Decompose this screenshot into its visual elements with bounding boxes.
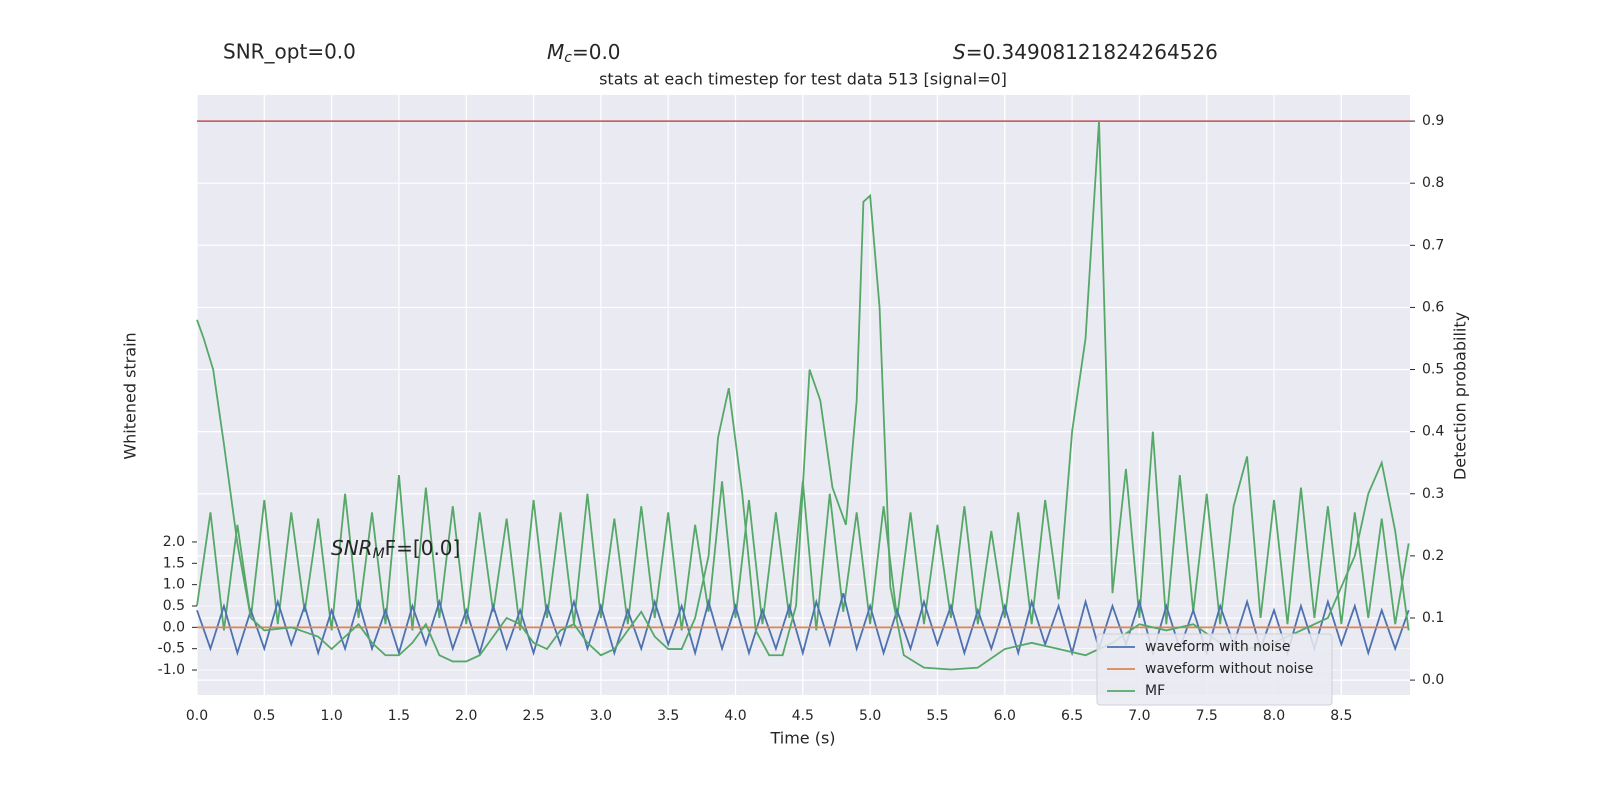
x-tick-label: 8.0 [1263, 708, 1285, 724]
annotation: S=0.34908121824264526 [953, 40, 1218, 64]
x-tick-label: 1.5 [388, 708, 410, 724]
x-tick-label: 7.0 [1128, 708, 1150, 724]
y2-tick-label: 0.8 [1422, 175, 1444, 191]
x-tick-label: 2.5 [522, 708, 544, 724]
y2-tick-label: 0.9 [1422, 113, 1444, 129]
annotation: Mc=0.0 [547, 40, 621, 67]
annotation: SNR_opt=0.0 [223, 40, 356, 64]
y-tick-label: 0.0 [163, 619, 185, 635]
legend-label: MF [1145, 683, 1165, 699]
annotation-text: =0.0 [572, 40, 621, 64]
x-tick-label: 4.5 [792, 708, 814, 724]
annotation-symbol: M [547, 40, 564, 64]
x-tick-label: 7.5 [1196, 708, 1218, 724]
chart-title: stats at each timestep for test data 513… [599, 70, 1007, 89]
x-tick-label: 4.0 [724, 708, 746, 724]
y-tick-label: -1.0 [158, 662, 185, 678]
y-tick-label: 1.0 [163, 577, 185, 593]
annotation-text: F=[0.0] [385, 536, 461, 560]
y2-tick-label: 0.4 [1422, 424, 1444, 440]
grid: 0.0 0.5 1.0 1.5 2.0 2.5 3.0 3.5 4.0 4.5 5.0 5.5 6.0 6… [158, 95, 1444, 724]
y-tick-label: -0.5 [158, 641, 185, 657]
x-tick-label: 5.0 [859, 708, 881, 724]
y-tick-label: 1.5 [163, 555, 185, 571]
y2-tick-label: 0.5 [1422, 362, 1444, 378]
x-tick-label: 5.5 [926, 708, 948, 724]
y-tick-label: 0.5 [163, 598, 185, 614]
legend-box [1096, 633, 1333, 706]
x-tick-label: 1.0 [320, 708, 342, 724]
x-tick-label: 6.5 [1061, 708, 1083, 724]
plot-area [197, 95, 1410, 695]
x-tick-label: 6.0 [994, 708, 1016, 724]
x-tick-label: 2.0 [455, 708, 477, 724]
x-tick-label: 0.5 [253, 708, 275, 724]
y2-tick-label: 0.6 [1422, 299, 1444, 315]
y2-tick-label: 0.1 [1422, 610, 1444, 626]
y2-tick-label: 0.7 [1422, 237, 1444, 253]
y2-tick-label: 0.0 [1422, 672, 1444, 688]
annotation-subscript: M [373, 546, 385, 562]
x-tick-label: 3.0 [590, 708, 612, 724]
legend-label: waveform without noise [1145, 661, 1313, 677]
annotation-text: =0.34908121824264526 [966, 40, 1218, 64]
y-axis-label: Whitened strain [121, 332, 140, 459]
x-tick-label: 8.5 [1330, 708, 1352, 724]
annotation: SNRMF=[0.0] [331, 536, 460, 563]
legend-label: waveform with noise [1145, 639, 1290, 655]
y2-axis-label: Detection probability [1451, 312, 1470, 480]
annotation-subscript: c [564, 50, 572, 66]
x-tick-label: 0.0 [186, 708, 208, 724]
x-tick-label: 3.5 [657, 708, 679, 724]
annotation-symbol: SNR [331, 536, 373, 560]
annotation-symbol: S [953, 40, 966, 64]
x-axis-label: Time (s) [769, 729, 835, 748]
legend: waveform with noise waveform without nois… [1096, 633, 1333, 706]
y2-tick-label: 0.2 [1422, 548, 1444, 564]
y2-tick-label: 0.3 [1422, 486, 1444, 502]
y-tick-label: 2.0 [163, 534, 185, 550]
